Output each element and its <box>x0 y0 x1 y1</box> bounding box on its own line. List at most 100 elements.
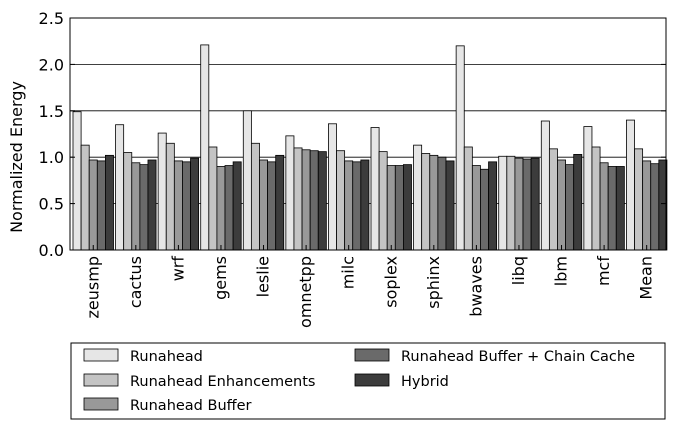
bar <box>224 165 234 251</box>
bar <box>626 119 635 251</box>
bar <box>370 127 380 251</box>
bar <box>506 155 516 251</box>
bar <box>642 160 652 251</box>
x-tick-label: lbm <box>552 256 571 286</box>
bar <box>123 152 133 251</box>
x-tick-label: Mean <box>637 256 656 300</box>
bar <box>173 160 183 251</box>
bar <box>344 160 354 251</box>
bar <box>267 161 277 251</box>
legend-entry-label: Runahead Buffer <box>130 398 252 414</box>
bar <box>573 154 583 251</box>
bar <box>378 151 388 251</box>
bar <box>455 45 465 251</box>
bar <box>259 159 268 251</box>
bar <box>336 150 346 251</box>
bar <box>208 146 218 251</box>
bar <box>301 149 311 251</box>
bar <box>650 163 660 251</box>
bar <box>394 165 404 251</box>
legend-entry-label: Hybrid <box>401 374 449 390</box>
x-tick-label: zeusmp <box>83 256 102 318</box>
y-axis-label: Normalized Energy <box>7 81 26 233</box>
bar <box>242 110 252 251</box>
legend: Runahead Runahead Enhancements Runahead Bu… <box>70 342 666 420</box>
x-tick-label: milc <box>339 256 358 289</box>
bar <box>421 153 431 251</box>
axes: 0.0 0.5 1.0 1.5 2.0 2.5 zeusmp cactus wrf gems les… <box>39 9 667 328</box>
legend-swatch <box>83 348 119 362</box>
x-tick-label: libq <box>509 256 528 285</box>
bar <box>139 164 149 251</box>
y-tick-label: 0.0 <box>39 241 64 260</box>
bar <box>429 154 439 251</box>
bar <box>352 161 362 251</box>
bar <box>328 123 337 251</box>
x-tick-label: mcf <box>594 256 613 286</box>
bar <box>80 144 90 251</box>
bar <box>232 161 242 251</box>
bar <box>250 142 260 251</box>
legend-entry-label: Runahead <box>130 349 203 365</box>
bar <box>607 166 617 251</box>
bar <box>131 162 141 251</box>
bar <box>360 159 370 251</box>
x-tick-label: sphinx <box>424 256 443 309</box>
bar <box>565 164 575 251</box>
x-tick-label: soplex <box>381 256 400 308</box>
bar <box>275 154 285 251</box>
y-tick-label: 0.5 <box>39 195 64 214</box>
x-tick-label: cactus <box>126 256 145 308</box>
legend-swatch <box>83 397 119 411</box>
bar <box>634 148 644 251</box>
bar <box>498 155 508 251</box>
bar <box>488 161 498 251</box>
plot-frame <box>69 17 667 251</box>
bar <box>157 132 167 251</box>
bar <box>386 165 396 251</box>
x-tick-label: leslie <box>254 256 273 297</box>
bar <box>471 165 481 251</box>
bar <box>522 158 532 251</box>
bars <box>72 44 668 251</box>
bar <box>115 124 125 251</box>
bar <box>200 44 210 251</box>
bar <box>437 156 447 251</box>
bar <box>402 164 412 251</box>
bar <box>105 154 114 251</box>
legend-entry-label: Runahead Buffer + Chain Cache <box>401 349 635 365</box>
bar <box>530 157 540 251</box>
x-tick-label: omnetpp <box>296 256 315 328</box>
bar <box>463 146 473 251</box>
bar <box>147 159 157 251</box>
bar <box>548 148 558 251</box>
x-tick-label: gems <box>211 256 230 300</box>
y-tick-label: 1.0 <box>39 148 64 167</box>
bar <box>583 126 593 251</box>
bar <box>317 151 327 251</box>
bar <box>591 146 601 251</box>
x-tick-label: wrf <box>168 256 187 282</box>
bar <box>615 166 625 251</box>
bar <box>72 111 82 251</box>
bar <box>599 162 609 251</box>
bar <box>445 160 455 251</box>
bar <box>190 157 200 251</box>
bar <box>216 166 226 251</box>
legend-swatch <box>83 373 119 387</box>
legend-entry-label: Runahead Enhancements <box>130 374 315 390</box>
y-tick-label: 1.5 <box>39 102 64 121</box>
bar <box>182 161 191 251</box>
bar <box>293 147 303 251</box>
bar <box>285 135 295 251</box>
bar <box>413 144 423 251</box>
bar <box>540 120 550 251</box>
legend-swatch <box>354 373 390 387</box>
bar <box>309 150 319 251</box>
legend-swatch <box>354 348 390 362</box>
bar <box>96 160 106 251</box>
x-tick-label: bwaves <box>466 256 485 317</box>
bar <box>88 159 98 251</box>
y-tick-label: 2.5 <box>39 9 64 28</box>
